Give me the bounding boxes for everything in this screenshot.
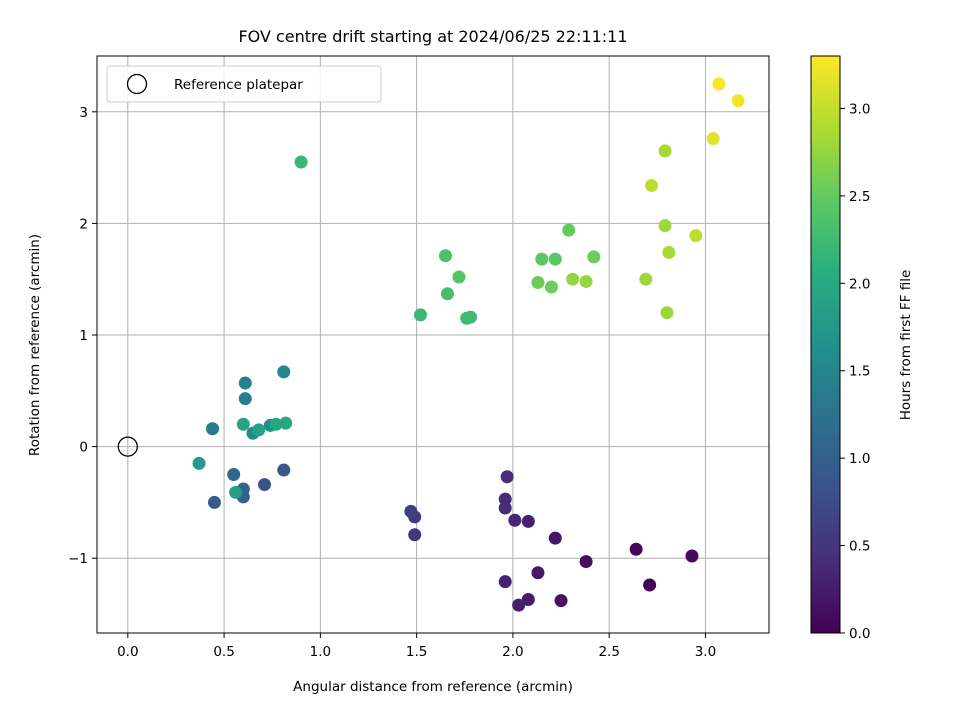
data-point [706, 132, 720, 146]
data-point [464, 310, 478, 324]
data-point [531, 566, 545, 580]
y-tick-label: 1 [79, 328, 88, 344]
colorbar-ticks: 0.0 0.5 1.0 1.5 2.0 2.5 3.0 [840, 101, 870, 642]
data-points [192, 77, 745, 612]
colorbar-tick-label: 2.5 [849, 189, 870, 205]
data-point [660, 306, 674, 320]
legend-marker-icon [126, 73, 148, 95]
data-point [258, 478, 272, 492]
data-point [279, 416, 293, 430]
data-point [645, 178, 659, 192]
data-point [192, 456, 206, 470]
data-point [512, 598, 526, 612]
data-point [521, 593, 535, 607]
data-point [643, 578, 657, 592]
colorbar-tick-label: 0.0 [849, 626, 870, 642]
x-axis-ticks: 0.0 0.5 1.0 1.5 2.0 2.5 3.0 [117, 633, 716, 660]
x-tick-label: 2.5 [598, 644, 619, 660]
colorbar-tick-label: 2.0 [849, 276, 870, 292]
data-point [629, 542, 643, 556]
x-tick-label: 1.0 [310, 644, 331, 660]
data-point [236, 417, 250, 431]
data-point [562, 223, 576, 237]
x-tick-label: 1.5 [406, 644, 427, 660]
data-point [566, 272, 580, 286]
data-point [452, 270, 466, 284]
data-point [658, 144, 672, 158]
x-tick-label: 2.0 [502, 644, 523, 660]
data-point [658, 219, 672, 233]
data-point [439, 249, 453, 263]
data-point [207, 495, 221, 509]
data-point [500, 470, 514, 484]
colorbar-tick-label: 1.5 [849, 364, 870, 380]
data-point [227, 468, 241, 482]
data-point [498, 575, 512, 589]
x-tick-label: 3.0 [695, 644, 716, 660]
data-point [712, 77, 726, 91]
data-point [269, 417, 283, 431]
legend-box [106, 65, 382, 103]
legend: Reference platepar [106, 65, 382, 103]
data-point [294, 155, 308, 169]
y-tick-label: 3 [79, 105, 88, 121]
y-tick-label: 0 [79, 440, 88, 456]
plot-area [97, 56, 769, 633]
data-point [731, 94, 745, 108]
data-point [206, 422, 220, 436]
x-axis-label: Angular distance from reference (arcmin) [293, 679, 573, 695]
data-point [404, 504, 418, 518]
data-point [498, 501, 512, 515]
reference-platepar-marker [117, 436, 138, 457]
data-point [579, 274, 593, 288]
y-tick-label: 2 [79, 216, 88, 232]
y-axis-label: Rotation from reference (arcmin) [27, 234, 43, 456]
data-point [252, 423, 266, 437]
plot-frame [96, 55, 770, 634]
data-point [535, 252, 549, 266]
x-tick-label: 0.5 [213, 644, 234, 660]
data-point [662, 245, 676, 259]
chart-title: FOV centre drift starting at 2024/06/25 … [238, 27, 627, 46]
data-point [277, 463, 291, 477]
data-point [548, 252, 562, 266]
data-point [508, 513, 522, 527]
colorbar-tick-label: 0.5 [849, 539, 870, 555]
y-tick-label: −1 [68, 551, 88, 567]
data-point [238, 376, 252, 390]
colorbar-tick-label: 3.0 [849, 101, 870, 117]
data-point [413, 308, 427, 322]
data-point [440, 287, 454, 301]
data-point [498, 492, 512, 506]
colorbar-tick-label: 1.0 [849, 451, 870, 467]
data-point [408, 528, 422, 542]
colorbar-gradient [810, 55, 841, 634]
data-point [689, 229, 703, 243]
data-point [544, 280, 558, 294]
data-point [685, 549, 699, 563]
y-axis-ticks: −1 0 1 2 3 [68, 105, 97, 567]
data-point [554, 594, 568, 608]
data-point [579, 555, 593, 569]
data-point [587, 250, 601, 264]
data-point [238, 392, 252, 406]
data-point [229, 485, 243, 499]
colorbar: 0.0 0.5 1.0 1.5 2.0 2.5 3.0 Hours from first F… [810, 55, 914, 642]
colorbar-label: Hours from first FF file [898, 270, 914, 421]
data-point [277, 365, 291, 379]
legend-entry-reference: Reference platepar [174, 77, 303, 93]
grid-lines [97, 56, 769, 633]
data-point [548, 531, 562, 545]
data-point [531, 276, 545, 290]
x-tick-label: 0.0 [117, 644, 138, 660]
data-point [521, 514, 535, 528]
data-point [639, 272, 653, 286]
